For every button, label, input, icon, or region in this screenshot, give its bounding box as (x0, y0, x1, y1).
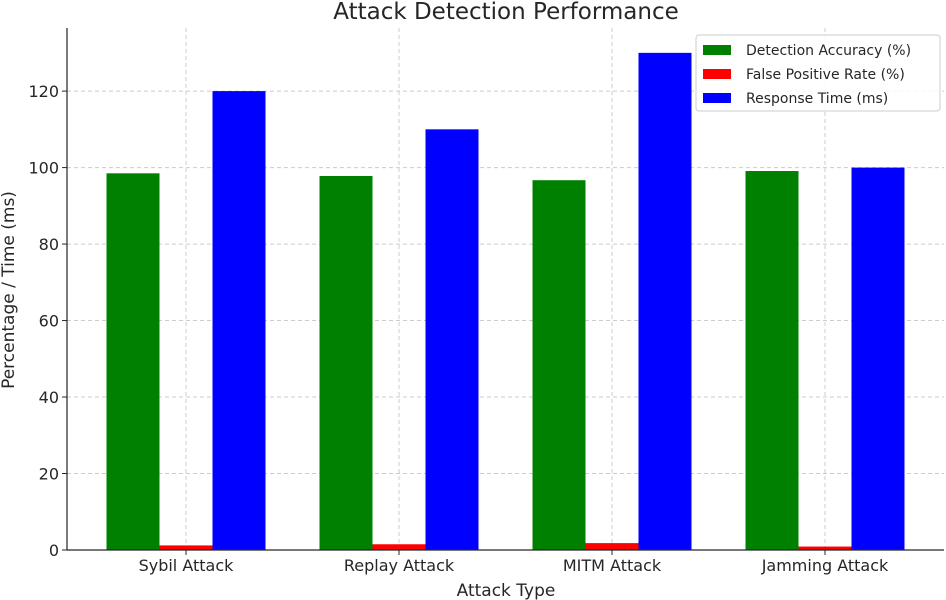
y-tick-label: 120 (28, 82, 59, 101)
y-tick-label: 80 (39, 235, 59, 254)
bar-false-positive-rate-mitm-attack (585, 543, 639, 550)
bars (106, 52, 905, 551)
legend-swatch-false-positive-rate (703, 69, 731, 79)
bar-response-time-ms-jamming-attack (851, 167, 905, 551)
legend-label-response-time-ms: Response Time (ms) (746, 91, 888, 107)
axes (62, 28, 944, 555)
legend-label-false-positive-rate: False Positive Rate (%) (746, 67, 905, 83)
y-tick-label: 60 (39, 312, 59, 331)
y-tick-label: 100 (28, 159, 59, 178)
bar-response-time-ms-mitm-attack (638, 52, 692, 550)
x-tick-label-mitm-attack: MITM Attack (563, 556, 662, 575)
bar-detection-accuracy-sybil-attack (106, 173, 160, 551)
legend-swatch-detection-accuracy (703, 45, 731, 55)
bar-detection-accuracy-replay-attack (319, 175, 373, 550)
x-tick-label-jamming-attack: Jamming Attack (761, 556, 889, 575)
bar-detection-accuracy-jamming-attack (745, 171, 799, 550)
x-tick-label-replay-attack: Replay Attack (344, 556, 455, 575)
bar-false-positive-rate-sybil-attack (159, 545, 213, 550)
legend-label-detection-accuracy: Detection Accuracy (%) (746, 43, 911, 59)
legend-box (695, 34, 941, 112)
x-axis-title: Attack Type (457, 581, 556, 600)
bar-response-time-ms-sybil-attack (212, 91, 266, 550)
legend-swatch-response-time-ms (703, 93, 731, 103)
tick-labels: 0 20 40 60 80 100 120 Sybil Attack Replay Attack… (28, 82, 889, 575)
y-axis-title: Percentage / Time (ms) (0, 191, 19, 389)
x-tick-label-sybil-attack: Sybil Attack (139, 556, 235, 575)
bar-response-time-ms-replay-attack (425, 129, 479, 551)
y-tick-label: 40 (39, 388, 59, 407)
bar-detection-accuracy-mitm-attack (532, 180, 586, 550)
y-tick-label: 20 (39, 465, 59, 484)
bar-false-positive-rate-jamming-attack (798, 546, 852, 550)
chart-title: Attack Detection Performance (333, 0, 679, 25)
bar-false-positive-rate-replay-attack (372, 544, 426, 550)
legend: Detection Accuracy (%) False Positive Rat… (695, 34, 941, 112)
y-tick-label: 0 (49, 541, 59, 560)
